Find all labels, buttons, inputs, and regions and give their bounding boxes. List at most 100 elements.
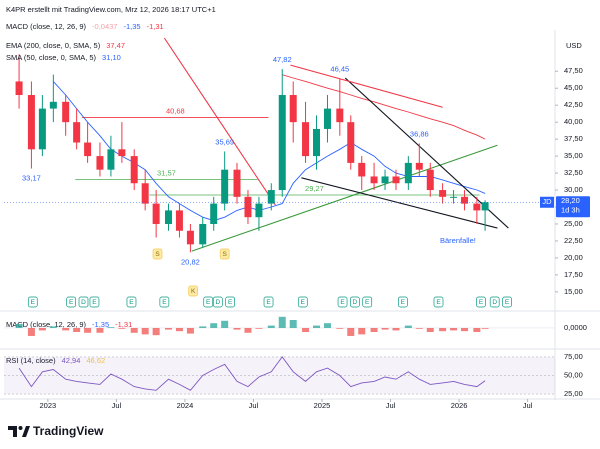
event-label: E <box>340 299 345 306</box>
candle-body <box>221 169 229 204</box>
candle-body <box>450 196 458 198</box>
legend-name: MACD (close, 12, 26, 9) <box>6 320 87 329</box>
event-marker <box>219 248 230 260</box>
event-marker <box>89 296 100 308</box>
y-tick-label: 47,50 <box>564 66 583 75</box>
macd-bar <box>481 327 489 329</box>
level-label: 31,57 <box>157 168 176 177</box>
event-marker <box>152 248 163 260</box>
candle-body <box>130 156 138 184</box>
macd-tick-label: 0,0000 <box>564 323 587 332</box>
event-label: E <box>31 299 36 306</box>
callout: Bärenfalle! <box>440 236 476 245</box>
event-label: K <box>191 288 196 295</box>
candle-body <box>439 190 447 197</box>
macd-bar <box>415 327 423 329</box>
event-label: S <box>155 251 160 258</box>
event-label: E <box>365 299 370 306</box>
candle-body <box>461 196 469 204</box>
candle-body <box>289 95 297 123</box>
event-marker <box>263 296 274 308</box>
last-price-box <box>556 196 590 218</box>
y-tick-label: 37,50 <box>564 134 583 143</box>
y-tick-label: 15,00 <box>564 287 583 296</box>
candle-body <box>15 81 23 96</box>
price-annotation: 47,82 <box>273 55 292 64</box>
event-label: E <box>479 299 484 306</box>
price-annotation: 35,69 <box>215 137 234 146</box>
macd-bar <box>404 325 412 328</box>
legend-name: MACD (close, 12, 26, 9) <box>6 22 87 31</box>
event-marker <box>225 296 236 308</box>
candle-body <box>336 108 344 123</box>
candle-body <box>199 223 207 245</box>
macd-bar <box>336 327 344 329</box>
candle-body <box>358 162 366 177</box>
event-marker <box>502 296 512 308</box>
macd-bar <box>152 327 160 336</box>
event-marker <box>362 296 373 308</box>
x-tick-label: 2025 <box>314 401 331 410</box>
macd-bar <box>186 327 194 334</box>
symbol: JD <box>542 197 552 206</box>
event-label: E <box>162 299 167 306</box>
y-tick-label: 22,50 <box>564 236 583 245</box>
macd-bar <box>473 327 481 332</box>
candle-body <box>107 149 115 170</box>
legend-name: RSI (14, close) <box>6 356 56 365</box>
macd-bar <box>62 327 70 331</box>
logo-text: TradingView <box>33 424 104 438</box>
macd-bar <box>221 320 229 328</box>
macd-bar <box>175 327 183 332</box>
legend-value: 37,47 <box>106 41 125 50</box>
macd-bar <box>392 327 400 331</box>
rsi-tick-label: 25,00 <box>564 389 583 398</box>
candle-body <box>186 230 194 245</box>
macd-bar <box>381 327 389 330</box>
trendline <box>163 37 276 206</box>
event-marker <box>398 296 408 308</box>
y-tick-label: 30,00 <box>564 185 583 194</box>
legend-value: -1,31 <box>115 320 132 329</box>
macd-bar <box>38 327 46 331</box>
trendline <box>344 77 509 229</box>
candle-body <box>84 142 92 157</box>
candle-body <box>96 156 104 170</box>
x-tick-label: Jul <box>523 401 533 410</box>
candle-body <box>347 122 355 163</box>
legend-value: 42,94 <box>62 356 81 365</box>
logo-mark <box>8 426 30 437</box>
price-annotation: 33,17 <box>22 174 41 183</box>
candle-body <box>267 190 275 204</box>
event-label: E <box>206 299 211 306</box>
candle-body <box>233 169 241 197</box>
candle-body <box>392 176 400 184</box>
x-tick-label: 2023 <box>40 401 57 410</box>
candle-body <box>415 162 423 170</box>
macd-bar <box>73 327 81 332</box>
logo-shape <box>18 426 23 430</box>
event-marker <box>78 296 89 308</box>
legend-value: 31,10 <box>102 53 121 62</box>
y-tick-label: 20,00 <box>564 253 583 262</box>
macd-bar <box>302 327 310 332</box>
y-tick-label: 35,00 <box>564 151 583 160</box>
candle-body <box>381 176 389 184</box>
candle-body <box>481 202 489 211</box>
last-price: 28,20 <box>561 196 580 205</box>
event-label: E <box>301 299 306 306</box>
macd-bar <box>255 327 263 329</box>
candle-body <box>313 128 321 157</box>
y-tick-label: 17,50 <box>564 270 583 279</box>
x-tick-label: 2024 <box>177 401 194 410</box>
candle-body <box>278 95 286 191</box>
macd-bar <box>267 325 275 328</box>
event-marker <box>433 296 444 308</box>
price-annotation: 36,86 <box>410 129 429 138</box>
event-marker <box>350 296 360 308</box>
candle-body <box>152 203 160 224</box>
legend-value: -1,35 <box>92 320 109 329</box>
event-marker <box>188 285 198 297</box>
event-label: E <box>129 299 134 306</box>
currency: USD <box>566 41 582 50</box>
